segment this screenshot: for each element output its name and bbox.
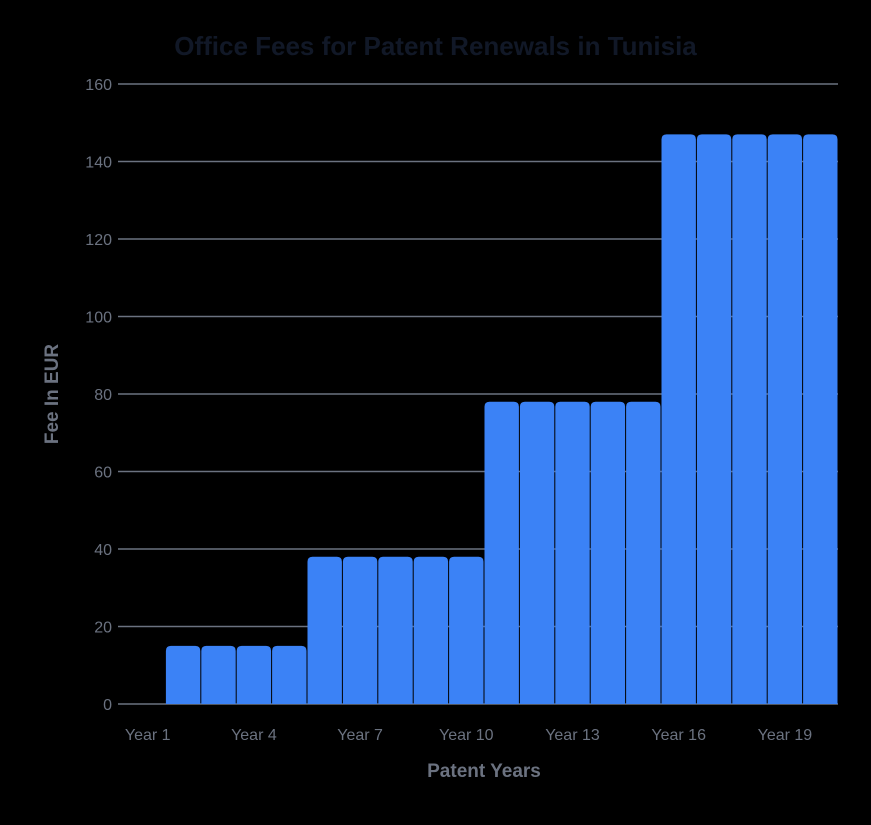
- bar[interactable]: Year 7: 38: [343, 557, 377, 704]
- bar[interactable]: Year 8: 38: [378, 557, 412, 704]
- bar[interactable]: Year 10: 38: [449, 557, 483, 704]
- bar[interactable]: Year 12: 78: [520, 402, 554, 704]
- bar[interactable]: Year 5: 15: [272, 646, 306, 704]
- bar[interactable]: Year 13: 78: [555, 402, 589, 704]
- y-tick-label: 100: [85, 310, 112, 327]
- bar[interactable]: Year 4: 15: [237, 646, 271, 704]
- x-axis-ticks: Year 1 Year 4 Year 7 Year 10 Year 13 Year 16 Y…: [125, 727, 812, 744]
- bar[interactable]: Year 14: 78: [591, 402, 625, 704]
- bar[interactable]: Year 17: 147: [697, 134, 731, 704]
- y-tick-label: 40: [94, 542, 112, 559]
- bar[interactable]: Year 18: 147: [732, 134, 766, 704]
- y-tick-label: 60: [94, 465, 112, 482]
- bar[interactable]: Year 19: 147: [768, 134, 802, 704]
- x-tick-label: Year 1: [125, 727, 171, 744]
- y-tick-label: 20: [94, 620, 112, 637]
- x-tick-label: Year 19: [758, 727, 813, 744]
- y-tick-label: 0: [103, 697, 112, 714]
- x-tick-label: Year 4: [231, 727, 277, 744]
- y-tick-label: 140: [85, 155, 112, 172]
- x-tick-label: Year 7: [337, 727, 383, 744]
- x-tick-label: Year 16: [651, 727, 706, 744]
- bar[interactable]: Year 2: 15: [166, 646, 200, 704]
- bar[interactable]: Year 3: 15: [201, 646, 235, 704]
- y-tick-label: 80: [94, 387, 112, 404]
- x-tick-label: Year 10: [439, 727, 494, 744]
- bar[interactable]: Year 6: 38: [308, 557, 342, 704]
- y-tick-label: 120: [85, 232, 112, 249]
- bar[interactable]: Year 20: 147: [803, 134, 837, 704]
- x-tick-label: Year 13: [545, 727, 600, 744]
- bar[interactable]: Year 16: 147: [662, 134, 696, 704]
- x-axis-title: Patent Years: [427, 761, 541, 782]
- y-axis-title: Fee In EUR: [42, 344, 63, 445]
- bar-chart: 0 20 40 60 80 100 120 140 160 Year 2: 15Year 3: …: [0, 0, 871, 825]
- bar[interactable]: Year 9: 38: [414, 557, 448, 704]
- bar[interactable]: Year 15: 78: [626, 402, 660, 704]
- bar-series: Year 2: 15Year 3: 15Year 4: 15Year 5: 15…: [166, 134, 838, 704]
- y-tick-label: 160: [85, 77, 112, 94]
- bar[interactable]: Year 11: 78: [485, 402, 519, 704]
